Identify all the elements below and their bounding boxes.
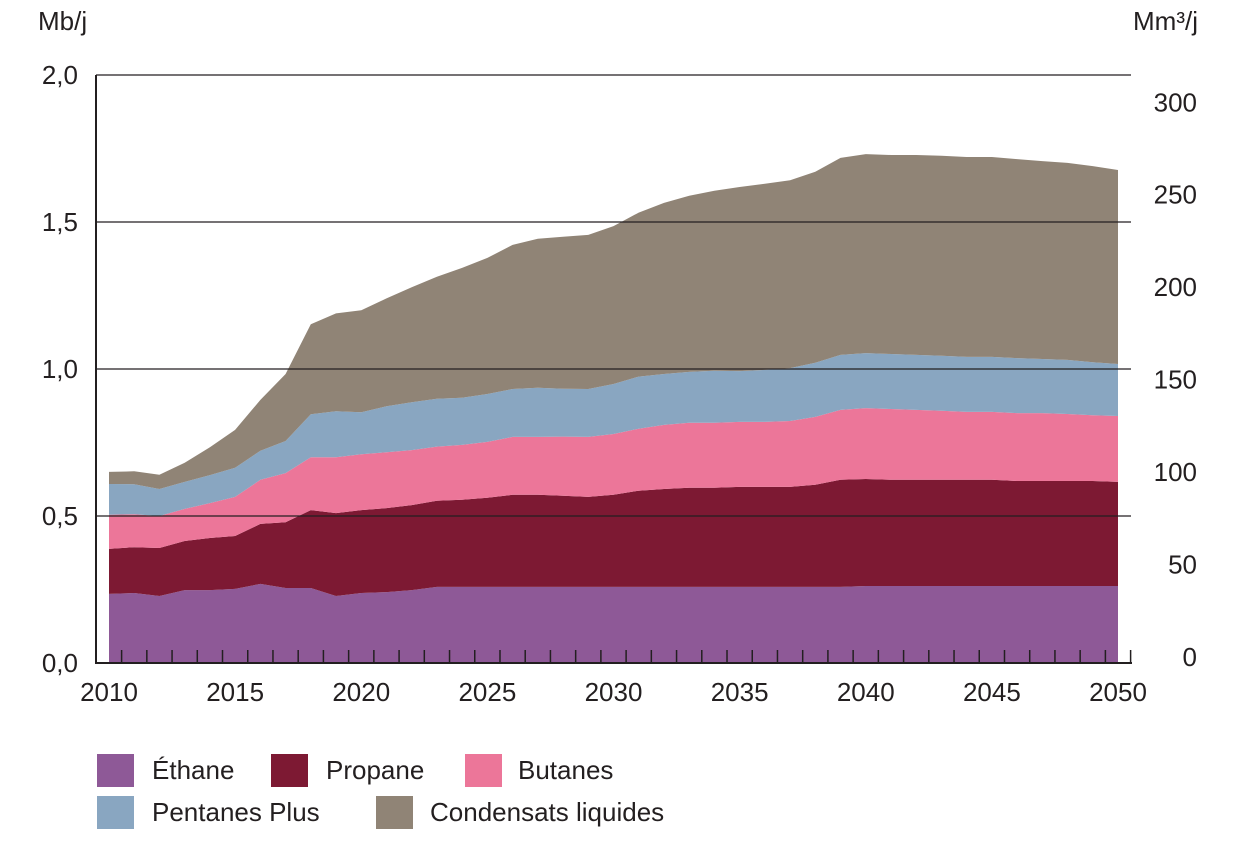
left-tick-labels: 0,0 0,5 1,0 1,5 2,0 [42,60,78,678]
legend-item-propane: Propane [271,754,424,787]
right-tick-label: 200 [1154,272,1197,302]
legend-item-butanes: Butanes [465,754,613,787]
right-tick-label: 250 [1154,180,1197,210]
left-tick-label: 2,0 [42,60,78,90]
area-condensats-liquides [109,154,1118,489]
x-tick-label: 2025 [458,677,516,707]
right-tick-label: 0 [1183,642,1197,672]
x-tick-labels: 2010 2015 2020 2025 2030 2035 2040 2045 2050 [80,677,1147,707]
legend-swatch [465,754,502,787]
left-axis-unit: Mb/j [38,6,87,36]
legend-item-condensats-liquides: Condensats liquides [376,796,664,829]
x-tick-label: 2035 [711,677,769,707]
x-tick-label: 2015 [206,677,264,707]
x-tick-label: 2010 [80,677,138,707]
right-tick-label: 100 [1154,457,1197,487]
legend-item-pentanes-plus: Pentanes Plus [97,796,320,829]
legend-label: Condensats liquides [430,797,664,827]
x-tick-label: 2045 [963,677,1021,707]
left-tick-label: 1,0 [42,354,78,384]
legend: Éthane Propane Butanes Pentanes Plus Condens… [97,754,664,829]
right-tick-label: 50 [1168,550,1197,580]
legend-swatch [97,754,134,787]
legend-label: Pentanes Plus [152,797,320,827]
legend-swatch [376,796,413,829]
legend-label: Éthane [152,755,234,785]
right-tick-label: 150 [1154,365,1197,395]
right-tick-label: 300 [1154,87,1197,117]
legend-swatch [97,796,134,829]
x-tick-label: 2030 [585,677,643,707]
area-layers [109,154,1118,663]
axes [95,75,1132,664]
left-tick-label: 0,5 [42,501,78,531]
legend-item-ethane: Éthane [97,754,234,787]
legend-swatch [271,754,308,787]
x-tick-label: 2050 [1089,677,1147,707]
left-tick-label: 1,5 [42,207,78,237]
area-propane [109,479,1118,596]
right-tick-labels: 0 50 100 150 200 250 300 [1154,87,1197,672]
area-pentanes-plus [109,353,1118,516]
area-butanes [109,408,1118,549]
left-tick-label: 0,0 [42,648,78,678]
x-tick-label: 2040 [837,677,895,707]
gridlines [96,74,1131,517]
legend-label: Butanes [518,755,613,785]
area-ethane [109,583,1118,663]
x-tick-label: 2020 [332,677,390,707]
right-axis-unit: Mm³/j [1133,6,1198,36]
legend-label: Propane [326,755,424,785]
